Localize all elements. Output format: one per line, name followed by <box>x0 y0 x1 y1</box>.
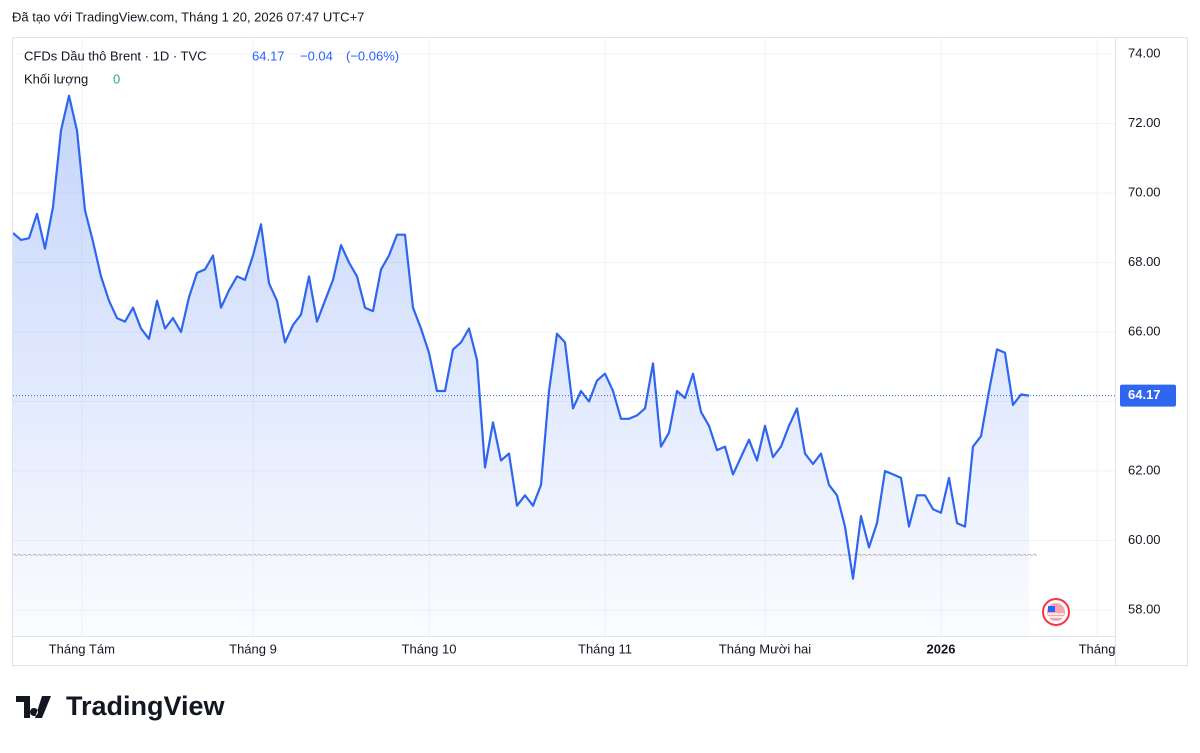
last-price-label: 64.17 <box>1128 387 1161 402</box>
flag-icon <box>1042 598 1070 626</box>
volume-value: 0 <box>113 71 120 86</box>
y-tick-label: 68.00 <box>1128 254 1161 269</box>
price-line <box>13 94 1030 580</box>
x-tick-label: Tháng <box>1079 641 1116 656</box>
y-tick-label: 74.00 <box>1128 45 1161 60</box>
legend-change: −0.04 <box>300 48 333 63</box>
x-tick-label: Tháng Mười hai <box>719 641 811 656</box>
volume-label: Khối lượng <box>24 71 88 86</box>
x-tick-label: Tháng Tám <box>49 641 115 656</box>
x-tick-label: Tháng 10 <box>402 641 457 656</box>
area <box>13 95 1029 636</box>
y-tick-label: 66.00 <box>1128 323 1161 338</box>
header: Đã tạo với TradingView.com, Tháng 1 20, … <box>12 9 364 24</box>
axes: 58.0060.0062.0064.0066.0068.0070.0072.00… <box>49 45 1176 656</box>
x-tick-label: Tháng 9 <box>229 641 277 656</box>
frame <box>12 37 1188 666</box>
y-tick-label: 70.00 <box>1128 184 1161 199</box>
legend-change-percent: (−0.06%) <box>346 48 399 63</box>
y-tick-label: 58.00 <box>1128 601 1161 616</box>
last-price-badge <box>1120 384 1176 407</box>
symbol: CFDs Dầu thô Brent · 1D · TVC <box>24 48 207 63</box>
y-tick-label: 72.00 <box>1128 115 1161 130</box>
footer-logo: TradingView <box>66 691 226 721</box>
legend-price: 64.17 <box>252 48 285 63</box>
y-tick-label: 60.00 <box>1128 532 1161 547</box>
y-tick-label: 62.00 <box>1128 462 1161 477</box>
x-tick-label: 2026 <box>927 641 956 656</box>
x-tick-label: Tháng 11 <box>578 641 632 656</box>
tv-logo <box>16 696 51 718</box>
plot <box>13 94 1115 636</box>
